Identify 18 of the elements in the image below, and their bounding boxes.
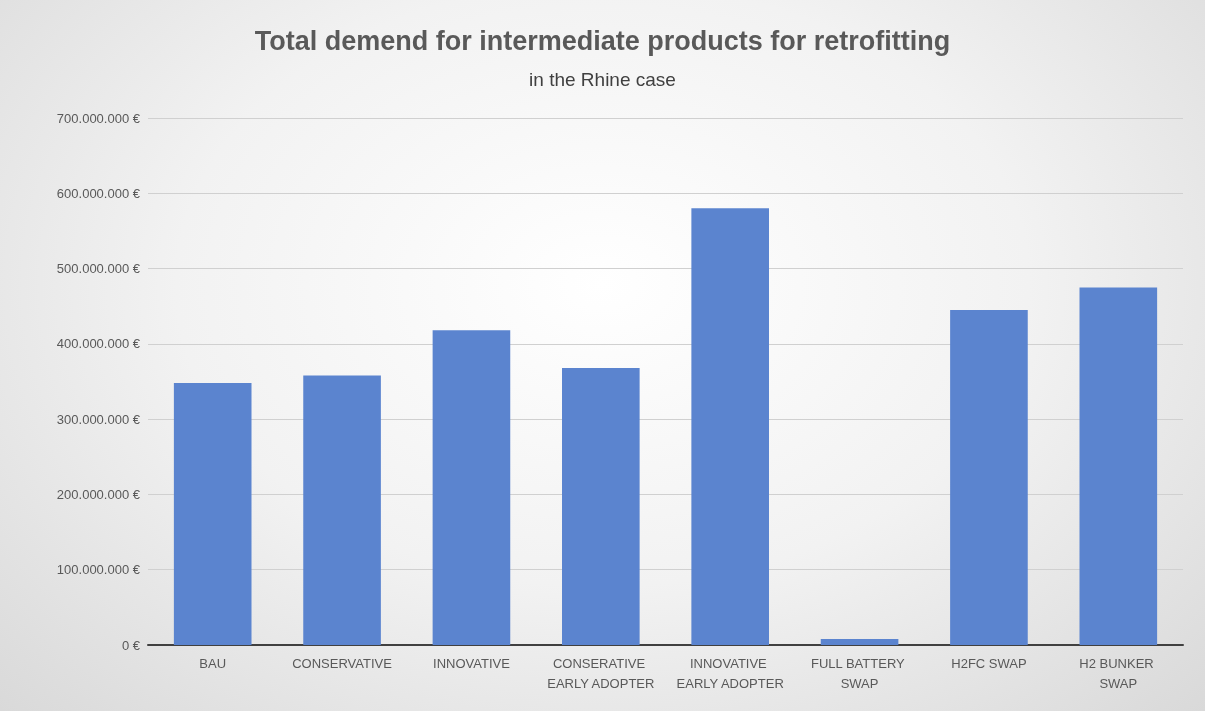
x-tick-label: CONSERATIVE EARLY ADOPTER bbox=[547, 655, 655, 691]
x-tick-label: FULL BATTERY SWAP bbox=[811, 655, 909, 691]
y-tick-label: 600.000.000 € bbox=[56, 185, 141, 201]
y-tick-label: 700.000.000 € bbox=[56, 110, 141, 126]
x-tick-label: INNOVATIVE EARLY ADOPTER bbox=[676, 655, 784, 691]
x-tick-label: H2FC SWAP bbox=[951, 655, 1027, 671]
y-tick-label: 500.000.000 € bbox=[56, 261, 141, 277]
x-tick-label: BAU bbox=[199, 655, 227, 671]
x-tick-label: H2 BUNKER SWAP bbox=[1079, 655, 1158, 691]
x-tick-label: INNOVATIVE bbox=[433, 655, 511, 671]
y-tick-label: 100.000.000 € bbox=[56, 562, 141, 578]
y-tick-label: 0 € bbox=[121, 637, 141, 653]
y-tick-label: 400.000.000 € bbox=[56, 336, 141, 352]
y-tick-label: 200.000.000 € bbox=[56, 486, 141, 502]
chart-title: Total demend for intermediate products for retrofitting bbox=[254, 25, 951, 56]
y-tick-label: 300.000.000 € bbox=[56, 411, 141, 427]
chart-subtitle: in the Rhine case bbox=[529, 69, 676, 90]
x-tick-label: CONSERVATIVE bbox=[292, 655, 393, 671]
